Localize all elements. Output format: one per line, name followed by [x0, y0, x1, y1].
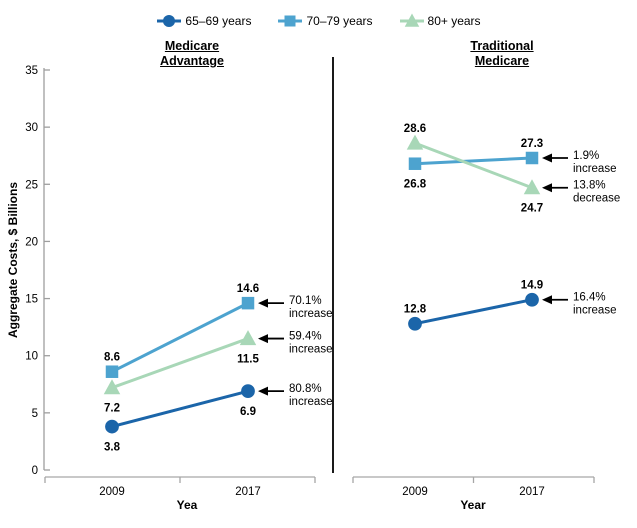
y-axis-tick-label: 25 [25, 179, 38, 191]
panel-title-line: Traditional [470, 39, 534, 53]
data-point-value-label: 14.6 [237, 283, 259, 295]
series-line [414, 298, 533, 326]
x-axis-tick-label: 2009 [402, 486, 428, 498]
annotation-arrowhead-icon [258, 298, 268, 308]
data-point-marker [241, 296, 255, 310]
legend-marker-shape [163, 14, 176, 28]
series-line [414, 141, 533, 190]
panel-title-traditional-medicare: Traditional Medicare [402, 39, 602, 69]
data-point-marker [103, 379, 121, 395]
annotation-text: increase [573, 305, 616, 317]
series-line [111, 337, 249, 390]
annotation-text: increase [573, 163, 616, 175]
data-point-value-label: 26.8 [404, 179, 427, 191]
data-point-marker [105, 419, 119, 434]
x-axis-title-right: Year [460, 498, 486, 512]
annotation-text: 13.8% [573, 180, 606, 192]
data-point-marker [525, 292, 539, 307]
annotation-text: 1.9% [573, 150, 599, 162]
legend-item-65-69: 65–69 years [156, 13, 251, 29]
annotation-text: increase [289, 344, 332, 356]
data-point-value-label: 14.9 [521, 280, 543, 292]
legend-marker-shape [404, 13, 419, 27]
legend-marker-triangle-icon [399, 13, 424, 27]
data-point-marker [105, 365, 119, 378]
data-point-marker [406, 134, 424, 150]
legend-label: 70–79 years [306, 14, 373, 28]
data-point-value-label: 7.2 [104, 403, 120, 415]
y-axis-tick-label: 10 [25, 351, 38, 363]
data-point-value-label: 28.6 [404, 123, 426, 135]
annotation-arrowhead-icon [542, 153, 552, 163]
data-point-value-label: 11.5 [237, 354, 259, 366]
legend-marker-shape [284, 15, 296, 27]
legend-marker-square-icon [278, 15, 303, 27]
data-point-marker [525, 151, 539, 165]
legend-marker-circle-icon [157, 14, 182, 28]
data-point-marker [523, 179, 541, 195]
annotation-text: decrease [573, 193, 620, 205]
legend-label: 80+ years [427, 14, 481, 28]
data-point-value-label: 24.7 [521, 203, 543, 215]
panel-title-line: Medicare [164, 39, 220, 53]
data-point-value-label: 27.3 [521, 138, 543, 150]
series-line [111, 389, 249, 429]
annotation-arrowhead-icon [542, 295, 552, 305]
data-point-value-label: 3.8 [104, 442, 121, 454]
legend-label: 65–69 years [185, 14, 252, 28]
panel-title-medicare-advantage: Medicare Advantage [92, 39, 292, 69]
y-axis-tick-label: 15 [25, 294, 38, 306]
x-axis-tick-label: 2017 [235, 486, 261, 498]
annotation-text: 70.1% [289, 295, 322, 307]
annotation-text: 80.8% [289, 383, 322, 395]
y-axis-tick-label: 30 [25, 122, 38, 134]
chart-legend: 65–69 years 70–79 years 80+ years [0, 13, 637, 29]
data-point-value-label: 12.8 [404, 304, 427, 316]
annotation-text: increase [289, 396, 332, 408]
y-axis-tick-label: 35 [25, 65, 38, 77]
y-axis-tick-label: 0 [32, 465, 38, 477]
annotation-arrowhead-icon [258, 334, 268, 344]
annotation-text: increase [289, 308, 332, 320]
data-point-value-label: 6.9 [240, 406, 256, 418]
x-axis-title-left: Yea [176, 498, 198, 512]
data-point-value-label: 8.6 [104, 352, 120, 364]
series-line [111, 301, 249, 374]
legend-item-80plus: 80+ years [399, 13, 481, 29]
y-axis-tick-label: 20 [25, 236, 38, 248]
legend-item-70-79: 70–79 years [277, 13, 373, 29]
y-axis-title: Aggregate Costs, $ Billions [6, 181, 20, 339]
data-point-marker [239, 330, 257, 346]
x-axis-tick-label: 2009 [99, 486, 125, 498]
x-axis-tick-label: 2017 [519, 486, 545, 498]
panel-title-line: Advantage [160, 54, 224, 68]
annotation-text: 59.4% [289, 331, 322, 343]
annotation-text: 16.4% [573, 292, 606, 304]
series-line [414, 156, 533, 166]
annotation-arrowhead-icon [258, 386, 268, 396]
data-point-marker [408, 316, 422, 331]
panel-title-line: Medicare [474, 54, 530, 68]
data-point-marker [408, 157, 422, 170]
data-point-marker [241, 384, 255, 399]
y-axis-tick-label: 5 [32, 408, 38, 420]
annotation-arrowhead-icon [542, 183, 552, 193]
